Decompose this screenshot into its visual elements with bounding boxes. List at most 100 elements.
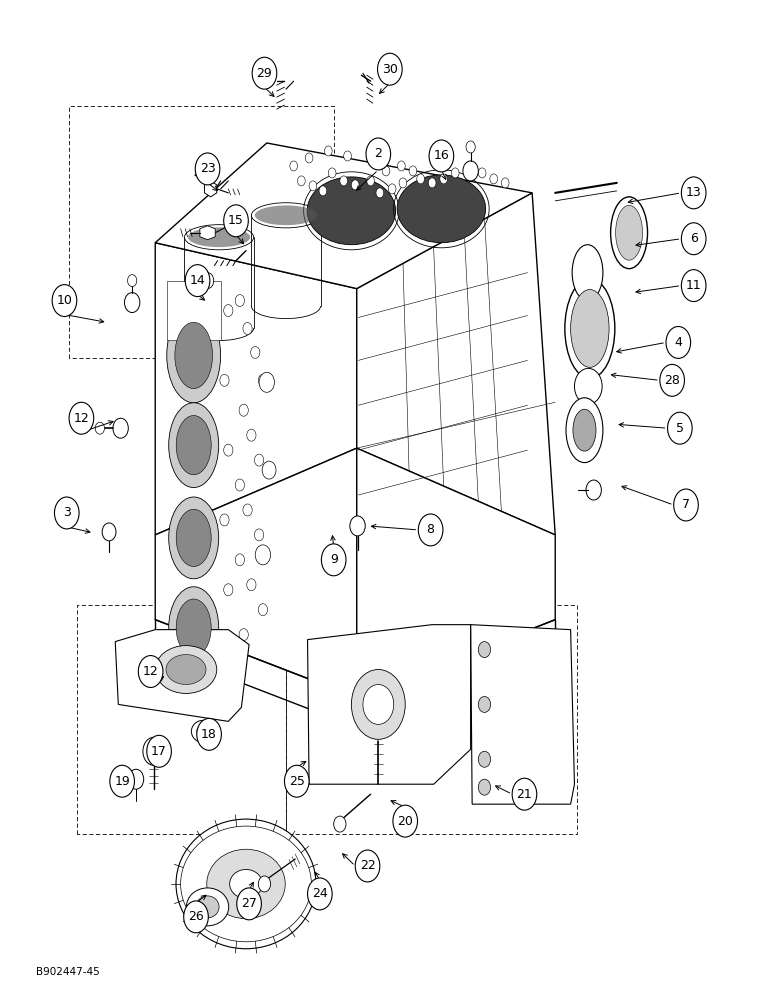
Circle shape: [393, 805, 418, 837]
Circle shape: [388, 184, 396, 194]
Text: 28: 28: [664, 374, 680, 387]
Circle shape: [479, 751, 491, 767]
Circle shape: [55, 497, 79, 529]
Text: 22: 22: [360, 859, 375, 872]
Text: 27: 27: [241, 897, 257, 910]
Circle shape: [321, 544, 346, 576]
Circle shape: [235, 479, 245, 491]
Circle shape: [235, 554, 245, 566]
Text: 16: 16: [434, 149, 449, 162]
Circle shape: [682, 223, 706, 255]
Circle shape: [479, 779, 491, 795]
Circle shape: [128, 769, 144, 789]
Circle shape: [350, 516, 365, 536]
Ellipse shape: [167, 308, 221, 403]
Circle shape: [328, 168, 336, 178]
Circle shape: [255, 529, 264, 541]
Circle shape: [220, 374, 229, 386]
Circle shape: [382, 166, 390, 176]
Polygon shape: [357, 193, 555, 535]
Circle shape: [367, 176, 374, 186]
Ellipse shape: [169, 497, 218, 579]
Circle shape: [574, 368, 602, 404]
Ellipse shape: [197, 725, 209, 737]
Text: 12: 12: [73, 412, 90, 425]
Ellipse shape: [229, 869, 262, 898]
Circle shape: [586, 480, 601, 500]
Text: 18: 18: [201, 728, 217, 741]
Ellipse shape: [571, 290, 609, 367]
Circle shape: [682, 177, 706, 209]
Circle shape: [259, 374, 268, 386]
Circle shape: [52, 285, 76, 317]
Circle shape: [674, 489, 699, 521]
Ellipse shape: [252, 203, 320, 228]
Ellipse shape: [397, 175, 486, 243]
Ellipse shape: [196, 896, 219, 918]
Text: 20: 20: [398, 815, 413, 828]
Polygon shape: [205, 181, 217, 197]
Circle shape: [147, 735, 171, 767]
Circle shape: [582, 418, 594, 434]
Circle shape: [197, 718, 222, 750]
Polygon shape: [167, 281, 221, 340]
Circle shape: [490, 174, 497, 184]
Text: 24: 24: [312, 887, 328, 900]
Ellipse shape: [573, 409, 596, 451]
Circle shape: [259, 876, 271, 892]
Text: 30: 30: [382, 63, 398, 76]
Circle shape: [224, 205, 249, 237]
Polygon shape: [155, 143, 532, 289]
Circle shape: [237, 888, 262, 920]
Text: 21: 21: [516, 788, 533, 801]
Circle shape: [224, 305, 233, 317]
Polygon shape: [115, 630, 249, 721]
Circle shape: [340, 176, 347, 186]
Circle shape: [239, 404, 249, 416]
Circle shape: [184, 901, 208, 933]
Circle shape: [143, 737, 164, 765]
Text: 9: 9: [330, 553, 337, 566]
Circle shape: [243, 504, 252, 516]
Circle shape: [195, 153, 220, 185]
Circle shape: [398, 161, 405, 171]
Circle shape: [309, 181, 317, 191]
Circle shape: [235, 295, 245, 307]
Polygon shape: [155, 448, 357, 697]
Circle shape: [463, 161, 479, 181]
Ellipse shape: [155, 646, 217, 693]
Ellipse shape: [169, 587, 218, 669]
Ellipse shape: [255, 205, 317, 225]
Text: 17: 17: [151, 745, 167, 758]
Text: 8: 8: [427, 523, 435, 536]
Circle shape: [224, 444, 233, 456]
Circle shape: [351, 180, 359, 190]
Circle shape: [138, 656, 163, 687]
Circle shape: [666, 326, 691, 358]
Text: 10: 10: [56, 294, 73, 307]
Circle shape: [344, 151, 351, 161]
Circle shape: [252, 57, 277, 89]
Ellipse shape: [169, 403, 218, 488]
Text: 13: 13: [686, 186, 702, 199]
Ellipse shape: [572, 245, 603, 301]
Circle shape: [127, 275, 137, 287]
Ellipse shape: [176, 599, 212, 656]
Ellipse shape: [207, 849, 285, 919]
Polygon shape: [307, 625, 471, 784]
Circle shape: [259, 372, 275, 392]
Circle shape: [479, 696, 491, 712]
Text: 11: 11: [686, 279, 702, 292]
Circle shape: [113, 418, 128, 438]
Text: 4: 4: [675, 336, 682, 349]
Circle shape: [440, 174, 448, 184]
Ellipse shape: [351, 670, 405, 739]
Circle shape: [668, 412, 692, 444]
Circle shape: [479, 642, 491, 658]
Ellipse shape: [191, 720, 215, 742]
Circle shape: [479, 168, 486, 178]
Circle shape: [305, 153, 313, 163]
Text: 23: 23: [200, 162, 215, 175]
Polygon shape: [471, 625, 574, 804]
Ellipse shape: [176, 415, 212, 475]
